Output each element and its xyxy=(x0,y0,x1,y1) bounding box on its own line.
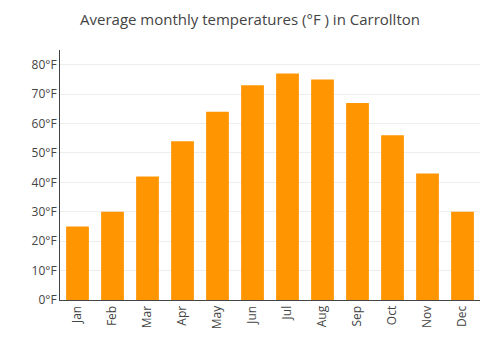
svg-text:60°F: 60°F xyxy=(32,115,57,132)
svg-text:Jan: Jan xyxy=(68,306,85,324)
svg-text:Oct: Oct xyxy=(383,306,400,325)
svg-text:70°F: 70°F xyxy=(32,85,57,102)
svg-text:10°F: 10°F xyxy=(32,262,57,279)
svg-text:Feb: Feb xyxy=(103,306,120,326)
svg-text:Mar: Mar xyxy=(138,306,155,328)
svg-text:May: May xyxy=(208,305,225,329)
svg-text:50°F: 50°F xyxy=(32,144,57,161)
svg-text:Average monthly temperatures (: Average monthly temperatures (°F ) in Ca… xyxy=(80,9,420,29)
svg-text:Jun: Jun xyxy=(243,306,260,325)
svg-text:Jul: Jul xyxy=(278,306,295,321)
svg-text:Sep: Sep xyxy=(348,306,365,327)
svg-text:0°F: 0°F xyxy=(38,291,56,308)
svg-text:Dec: Dec xyxy=(453,306,470,327)
svg-text:30°F: 30°F xyxy=(32,203,57,220)
svg-text:40°F: 40°F xyxy=(32,174,57,191)
svg-text:80°F: 80°F xyxy=(32,56,57,73)
svg-text:Nov: Nov xyxy=(418,306,435,328)
svg-text:20°F: 20°F xyxy=(32,232,57,249)
svg-text:Aug: Aug xyxy=(313,305,330,327)
svg-text:Apr: Apr xyxy=(173,306,190,326)
